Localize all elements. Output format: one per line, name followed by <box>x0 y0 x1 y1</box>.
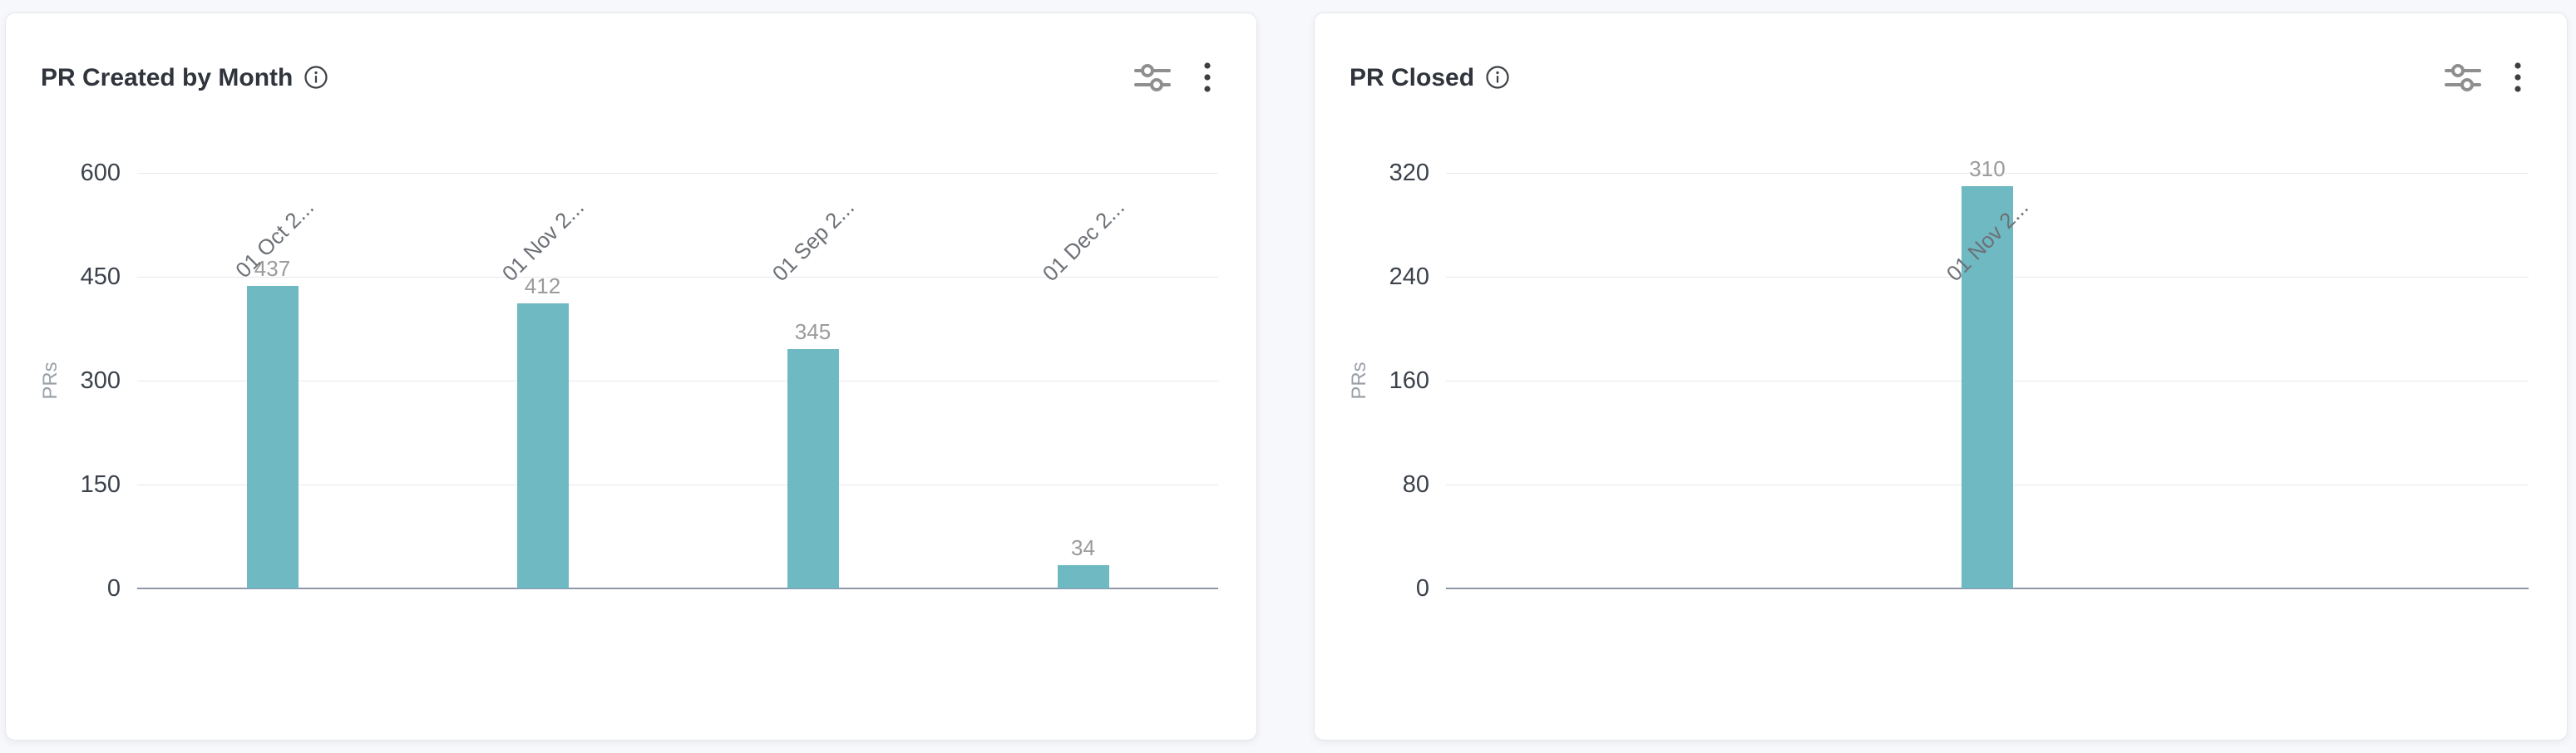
y-axis-tick-label: 450 <box>80 263 121 290</box>
card-title: PR Created by Month <box>41 64 294 91</box>
card-header: PR Closed <box>1350 61 2522 96</box>
bar-value-label: 310 <box>1969 156 2006 181</box>
header-actions <box>1133 61 1212 96</box>
chart-controls-button[interactable] <box>2444 62 2482 96</box>
kebab-menu-icon <box>1203 61 1212 96</box>
y-axis-tick-label: 160 <box>1389 367 1429 394</box>
bar[interactable] <box>1057 565 1109 588</box>
gridline <box>137 173 1218 174</box>
y-axis-title: PRs <box>1348 362 1370 400</box>
bar[interactable] <box>787 349 839 588</box>
pr-created-by-month-card: PR Created by Month <box>5 12 1257 741</box>
pr-closed-card: PR Closed <box>1314 12 2568 741</box>
card-header: PR Created by Month <box>41 61 1212 96</box>
info-button[interactable] <box>303 65 328 92</box>
card-title: PR Closed <box>1350 64 1475 91</box>
header-actions <box>2444 61 2522 96</box>
y-axis-tick-label: 600 <box>80 160 121 186</box>
sliders-icon <box>2444 62 2482 96</box>
bar-value-label: 34 <box>1071 535 1095 560</box>
kebab-menu-icon <box>2514 61 2522 96</box>
gridline <box>1446 173 2529 174</box>
bar[interactable] <box>516 303 569 588</box>
bar[interactable] <box>246 286 299 588</box>
y-axis-tick-label: 80 <box>1402 471 1429 498</box>
info-button[interactable] <box>1485 65 1510 92</box>
y-axis-tick-label: 320 <box>1389 160 1429 186</box>
x-axis-line <box>1446 588 2529 589</box>
x-axis-label: 01 Sep 2... <box>767 194 859 287</box>
y-axis-tick-label: 300 <box>80 367 121 394</box>
x-axis-label: 01 Dec 2... <box>1037 194 1129 287</box>
y-axis-tick-label: 150 <box>80 471 121 498</box>
info-icon <box>303 65 328 92</box>
y-axis-tick-label: 240 <box>1389 263 1429 290</box>
info-icon <box>1485 65 1510 92</box>
pr-created-by-month-bar-chart: 0 150 300 450 600 PRs 437 01 Oct 2... 412 01 Nov … <box>39 160 1218 602</box>
bar[interactable] <box>1962 186 2013 588</box>
bar-value-label: 437 <box>254 256 291 281</box>
y-axis-tick-label: 0 <box>1415 575 1429 602</box>
more-options-button[interactable] <box>1203 61 1212 96</box>
y-axis-title: PRs <box>39 362 62 400</box>
bar-value-label: 345 <box>794 319 832 344</box>
chart-controls-button[interactable] <box>1133 62 1172 96</box>
gridline <box>137 277 1218 278</box>
bar-value-label: 412 <box>524 273 561 298</box>
x-axis-line <box>137 588 1218 589</box>
sliders-icon <box>1133 62 1172 96</box>
more-options-button[interactable] <box>2514 61 2522 96</box>
pr-closed-bar-chart: 0 80 160 240 320 PRs 310 01 Nov 2... <box>1348 156 2529 602</box>
y-axis-tick-label: 0 <box>106 575 121 602</box>
